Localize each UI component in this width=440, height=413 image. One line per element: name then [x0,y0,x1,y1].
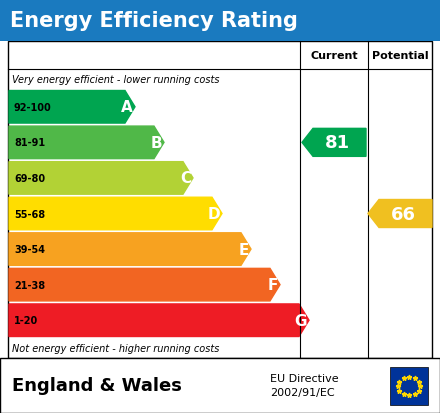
Text: 39-54: 39-54 [14,244,45,254]
Text: Current: Current [310,51,358,61]
Text: Energy Efficiency Rating: Energy Efficiency Rating [10,11,298,31]
Text: England & Wales: England & Wales [12,377,182,394]
Text: 66: 66 [391,205,415,223]
Text: 55-68: 55-68 [14,209,45,219]
Text: F: F [268,278,278,292]
Text: 2002/91/EC: 2002/91/EC [270,387,335,398]
Polygon shape [9,269,280,301]
Text: C: C [180,171,191,186]
Bar [390,367,428,405]
Polygon shape [9,162,193,195]
Text: 1-20: 1-20 [14,316,38,325]
Text: 92-100: 92-100 [14,102,52,112]
Bar [8,42,432,358]
Polygon shape [368,200,432,228]
Text: D: D [207,206,220,221]
Text: Not energy efficient - higher running costs: Not energy efficient - higher running co… [12,343,220,353]
Polygon shape [9,198,222,230]
Text: E: E [238,242,249,257]
Text: A: A [121,100,133,115]
Text: B: B [150,135,162,150]
Text: 81-91: 81-91 [14,138,45,148]
Polygon shape [302,129,366,157]
Polygon shape [9,91,135,124]
Text: G: G [294,313,307,328]
Text: 81: 81 [324,134,349,152]
Text: 69-80: 69-80 [14,173,45,183]
Polygon shape [9,304,309,337]
Text: Potential: Potential [372,51,428,61]
Text: EU Directive: EU Directive [270,374,339,384]
Text: 21-38: 21-38 [14,280,45,290]
Bar [0,358,440,413]
Bar [0,0,440,42]
Text: Very energy efficient - lower running costs: Very energy efficient - lower running co… [12,75,220,85]
Polygon shape [9,233,251,266]
Polygon shape [9,127,164,159]
